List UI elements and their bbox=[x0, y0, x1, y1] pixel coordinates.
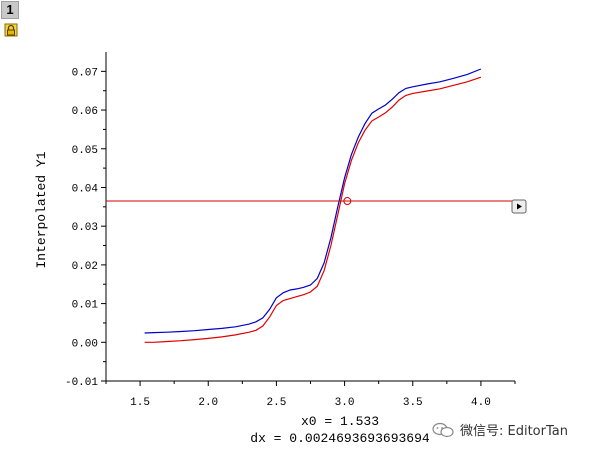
series-lines bbox=[144, 68, 482, 343]
x-tick-label: 3.0 bbox=[335, 397, 355, 409]
x-tick-label: 4.0 bbox=[471, 397, 491, 409]
y-tick-label: -0.01 bbox=[65, 377, 98, 389]
cursor-marker bbox=[343, 197, 352, 206]
watermark-text: 微信号: EditorTan bbox=[460, 424, 568, 439]
y-tick-label: 0.01 bbox=[72, 300, 99, 312]
y-tick-label: 0.00 bbox=[72, 338, 98, 350]
y-axis-label: Interpolated Y1 bbox=[34, 151, 49, 268]
y-tick-label: 0.05 bbox=[72, 145, 98, 157]
play-arrow-icon bbox=[517, 203, 522, 210]
data-reader-cursor[interactable] bbox=[106, 197, 512, 206]
y-tick-label: 0.04 bbox=[72, 183, 99, 195]
y-tick-label: 0.03 bbox=[72, 222, 98, 234]
y-tick-label: 0.07 bbox=[72, 67, 98, 79]
wechat-icon bbox=[432, 422, 454, 437]
x0-readout: x0 = 1.533 bbox=[300, 414, 379, 429]
layer-badge[interactable]: 1 bbox=[1, 1, 19, 19]
y-tick-label: 0.02 bbox=[72, 261, 98, 273]
axes: -0.01 0.00 0.01 0.02 0.03 0.04 0.05 0.06 0.07 1.5… bbox=[65, 52, 516, 409]
dx-readout: dx = 0.0024693693693694 bbox=[250, 431, 430, 446]
cursor-arrow-button[interactable] bbox=[511, 199, 527, 214]
x-tick-label: 2.5 bbox=[267, 397, 287, 409]
x-tick-label: 1.5 bbox=[130, 397, 150, 409]
x-tick-label: 3.5 bbox=[403, 397, 423, 409]
series-line-1 bbox=[144, 68, 482, 334]
series-line-2 bbox=[144, 76, 482, 343]
watermark: 微信号: EditorTan bbox=[432, 420, 568, 439]
y-tick-label: 0.06 bbox=[72, 106, 98, 118]
x-tick-label: 2.0 bbox=[198, 397, 218, 409]
lock-icon[interactable] bbox=[4, 23, 18, 37]
